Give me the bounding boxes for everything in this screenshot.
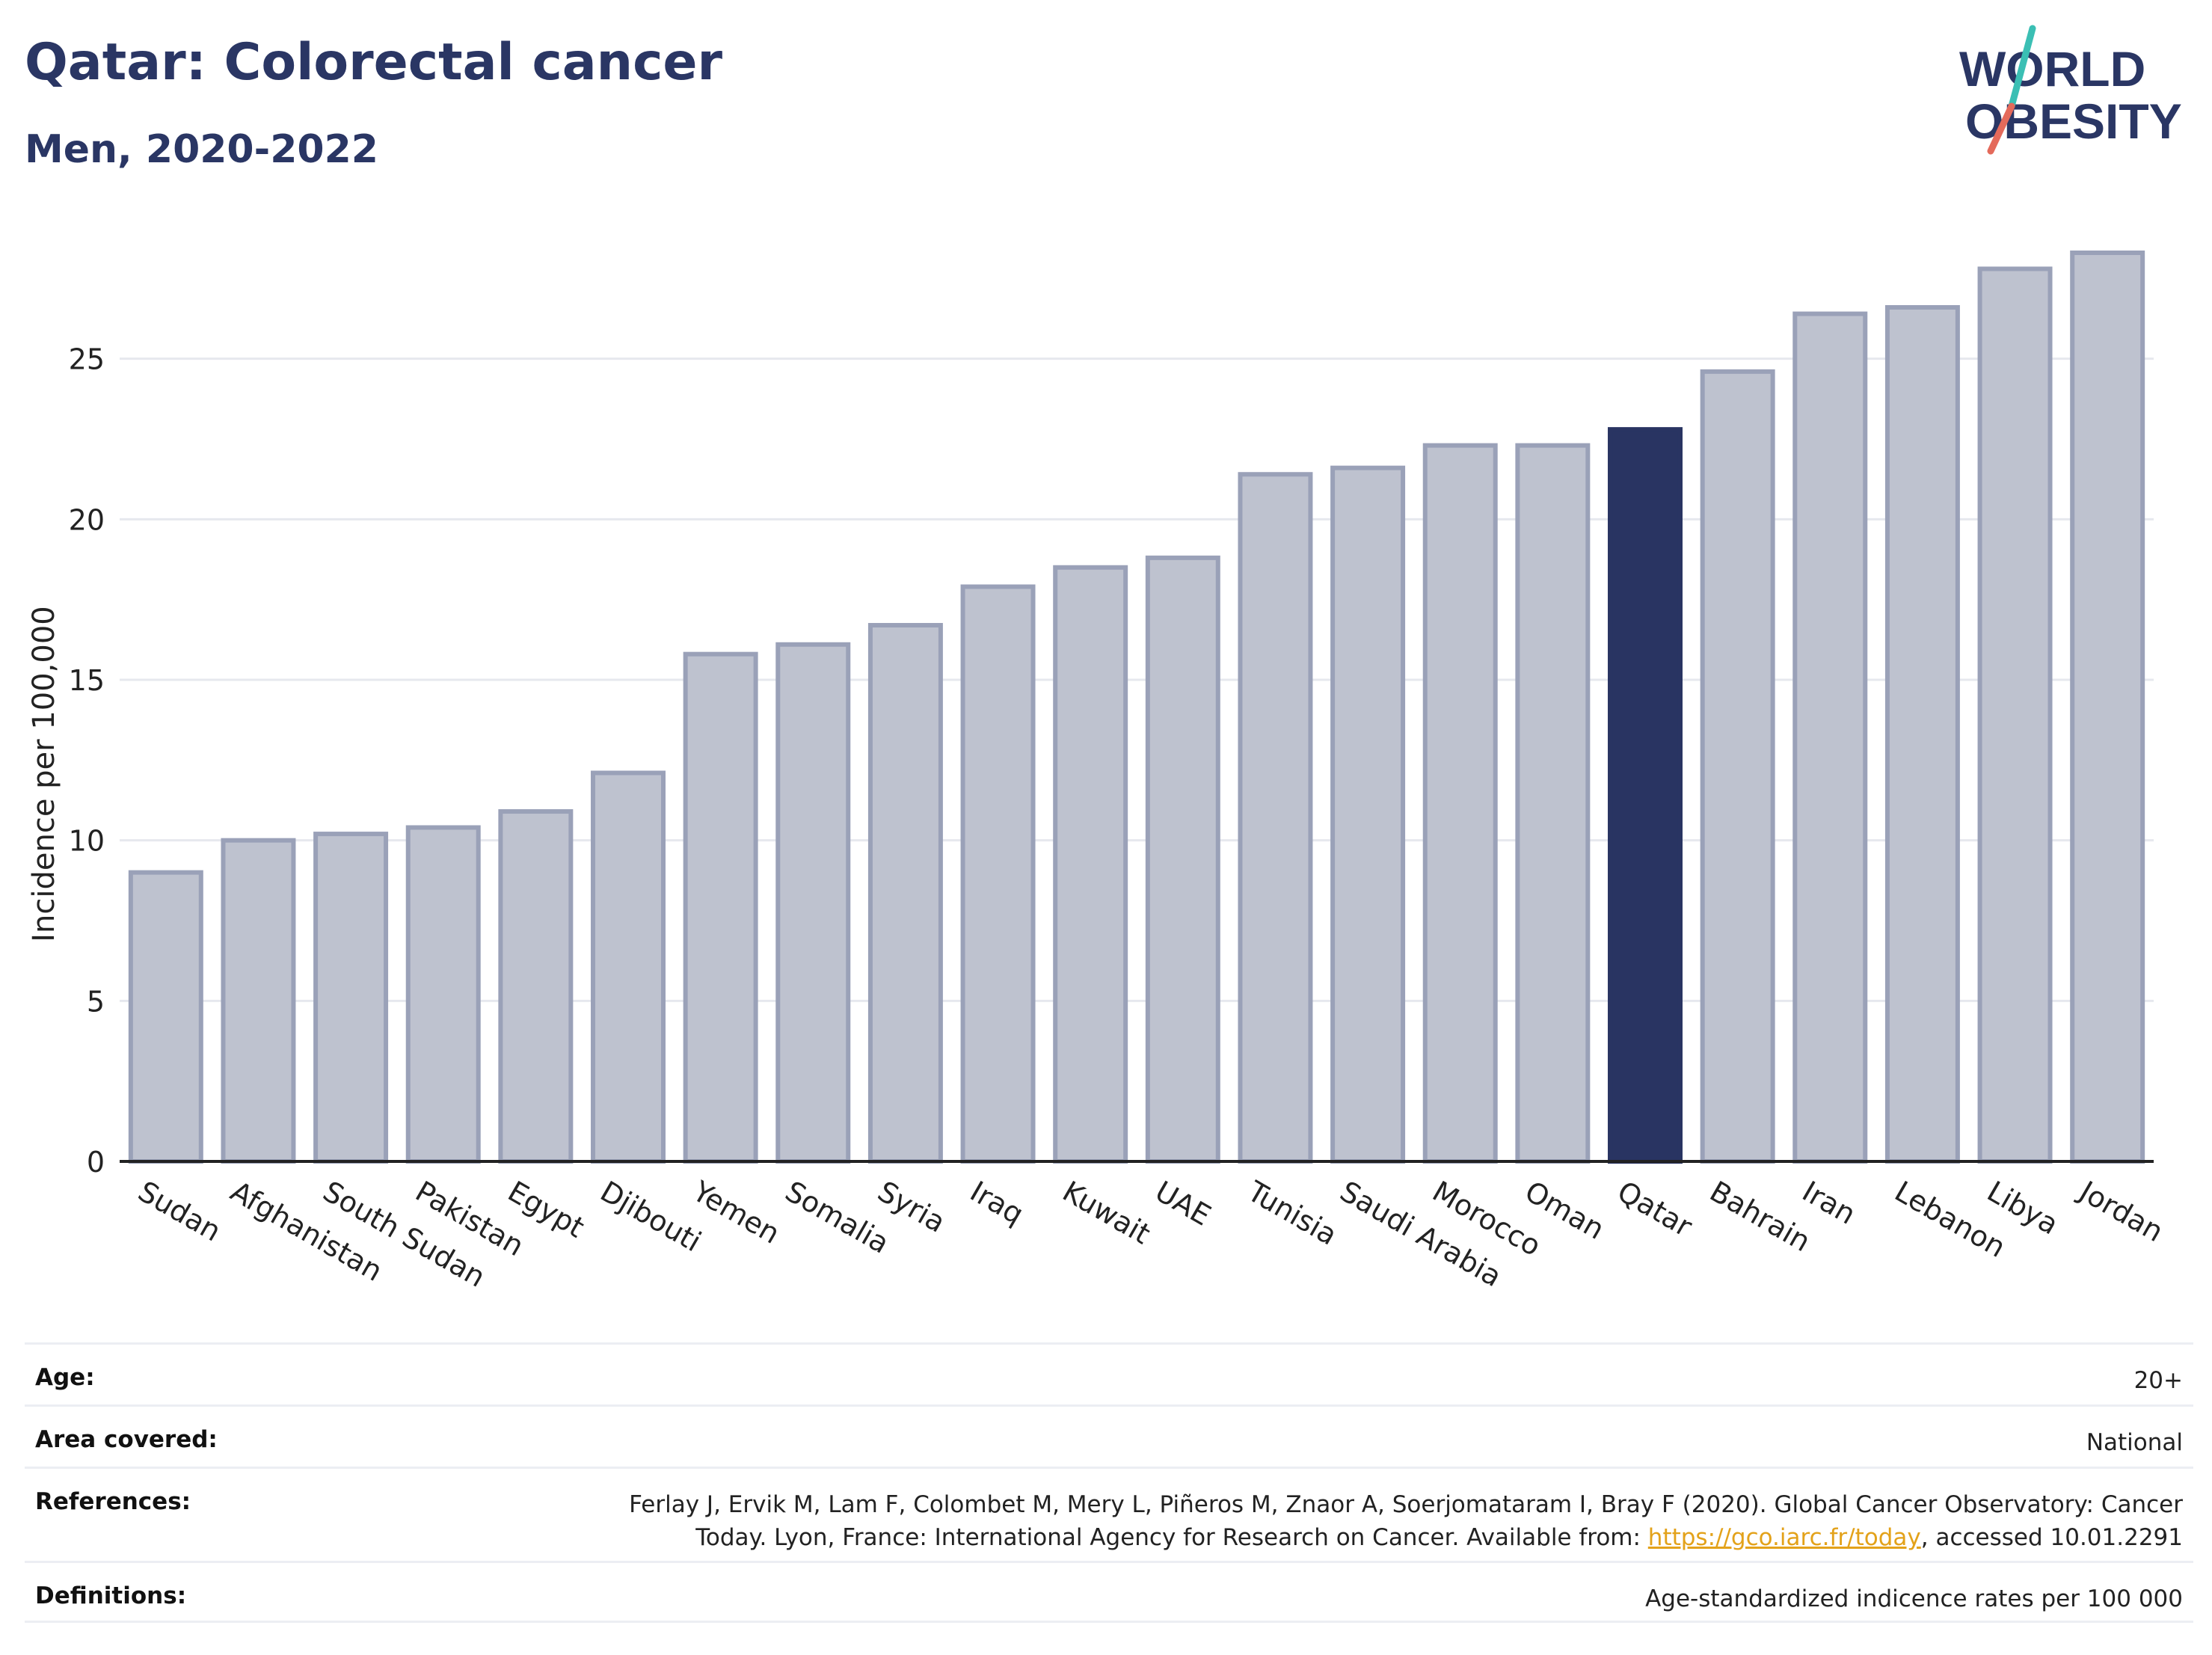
meta-row-age: Age: 20+: [25, 1342, 2193, 1404]
bar-kuwait: [1053, 565, 1128, 1164]
bar-tunisia: [1238, 472, 1313, 1164]
x-tick-label: Sudan: [132, 1175, 227, 1248]
x-tick-label: Yemen: [686, 1174, 785, 1250]
y-axis-label: Incidence per 100,000: [27, 606, 61, 942]
y-tick-label: 10: [69, 825, 105, 858]
x-tick-label: Bahrain: [1704, 1175, 1816, 1259]
bar-uae: [1145, 555, 1220, 1164]
reference-line-1: Ferlay J, Ervik M, Lam F, Colombet M, Me…: [629, 1491, 2183, 1518]
metadata-table: Age: 20+ Area covered: National Referenc…: [25, 1342, 2193, 1623]
x-tick-label: UAE: [1149, 1175, 1216, 1232]
meta-label-definitions: Definitions:: [35, 1582, 187, 1609]
logo-line1: WORLD: [1959, 41, 2145, 96]
meta-row-references: References: Ferlay J, Ervik M, Lam F, Co…: [25, 1467, 2193, 1561]
y-tick-label: 20: [69, 503, 105, 536]
bar-morocco: [1422, 443, 1498, 1164]
bar-sudan: [128, 870, 203, 1164]
y-tick-label: 0: [87, 1146, 105, 1179]
x-tick-label: Kuwait: [1057, 1175, 1156, 1251]
meta-label-references: References:: [35, 1488, 191, 1515]
x-tick-label: Qatar: [1612, 1175, 1698, 1244]
chart-subtitle: Men, 2020-2022: [25, 127, 378, 172]
meta-label-age: Age:: [35, 1364, 95, 1391]
bar-djibouti: [591, 770, 666, 1164]
y-tick-label: 25: [69, 343, 105, 376]
meta-label-area: Area covered:: [35, 1426, 218, 1453]
bar-bahrain: [1700, 369, 1775, 1164]
bar-oman: [1515, 443, 1591, 1164]
x-tick-label: Iraq: [965, 1175, 1029, 1231]
bar-somalia: [775, 642, 851, 1164]
bar-jordan: [2070, 251, 2145, 1164]
y-tick-label: 15: [69, 664, 105, 697]
bar-afghanistan: [221, 838, 296, 1164]
chart-title: Qatar: Colorectal cancer: [25, 33, 723, 92]
bar-yemen: [683, 651, 758, 1164]
bar-iran: [1792, 311, 1868, 1164]
y-tick-label: 5: [87, 985, 105, 1018]
bar-libya: [1977, 266, 2053, 1164]
meta-row-area: Area covered: National: [25, 1404, 2193, 1467]
bar-egypt: [498, 809, 574, 1164]
x-tick-label: Djibouti: [595, 1175, 707, 1259]
x-tick-label: Iran: [1797, 1175, 1861, 1231]
reference-link[interactable]: https://gco.iarc.fr/today: [1647, 1524, 1921, 1551]
reference-line-2-post: , accessed 10.01.2291: [1920, 1524, 2183, 1551]
x-tick-label: Tunisia: [1241, 1174, 1342, 1252]
bar-saudi-arabia: [1330, 465, 1406, 1164]
meta-value-area: National: [2086, 1429, 2183, 1456]
reference-line-2-pre: Today. Lyon, France: International Agenc…: [695, 1524, 1648, 1551]
meta-value-references: Ferlay J, Ervik M, Lam F, Colombet M, Me…: [629, 1488, 2183, 1554]
y-tick-labels: 0 5 10 15 20 25: [69, 343, 105, 1179]
bar-south-sudan: [313, 832, 389, 1164]
x-tick-label: Somalia: [780, 1175, 895, 1260]
bars: [128, 251, 2145, 1164]
bar-pakistan: [405, 825, 481, 1164]
bar-qatar: [1608, 427, 1683, 1164]
bar-syria: [867, 623, 943, 1164]
meta-row-definitions: Definitions: Age-standardized indicence …: [25, 1561, 2193, 1623]
x-tick-label: Jordan: [2073, 1174, 2169, 1249]
meta-value-age: 20+: [2133, 1367, 2183, 1394]
meta-value-definitions: Age-standardized indicence rates per 100…: [1645, 1585, 2183, 1612]
bar-lebanon: [1884, 304, 1960, 1164]
world-obesity-logo: WORLD OBESITY: [1959, 25, 2182, 155]
bar-iraq: [960, 584, 1036, 1164]
